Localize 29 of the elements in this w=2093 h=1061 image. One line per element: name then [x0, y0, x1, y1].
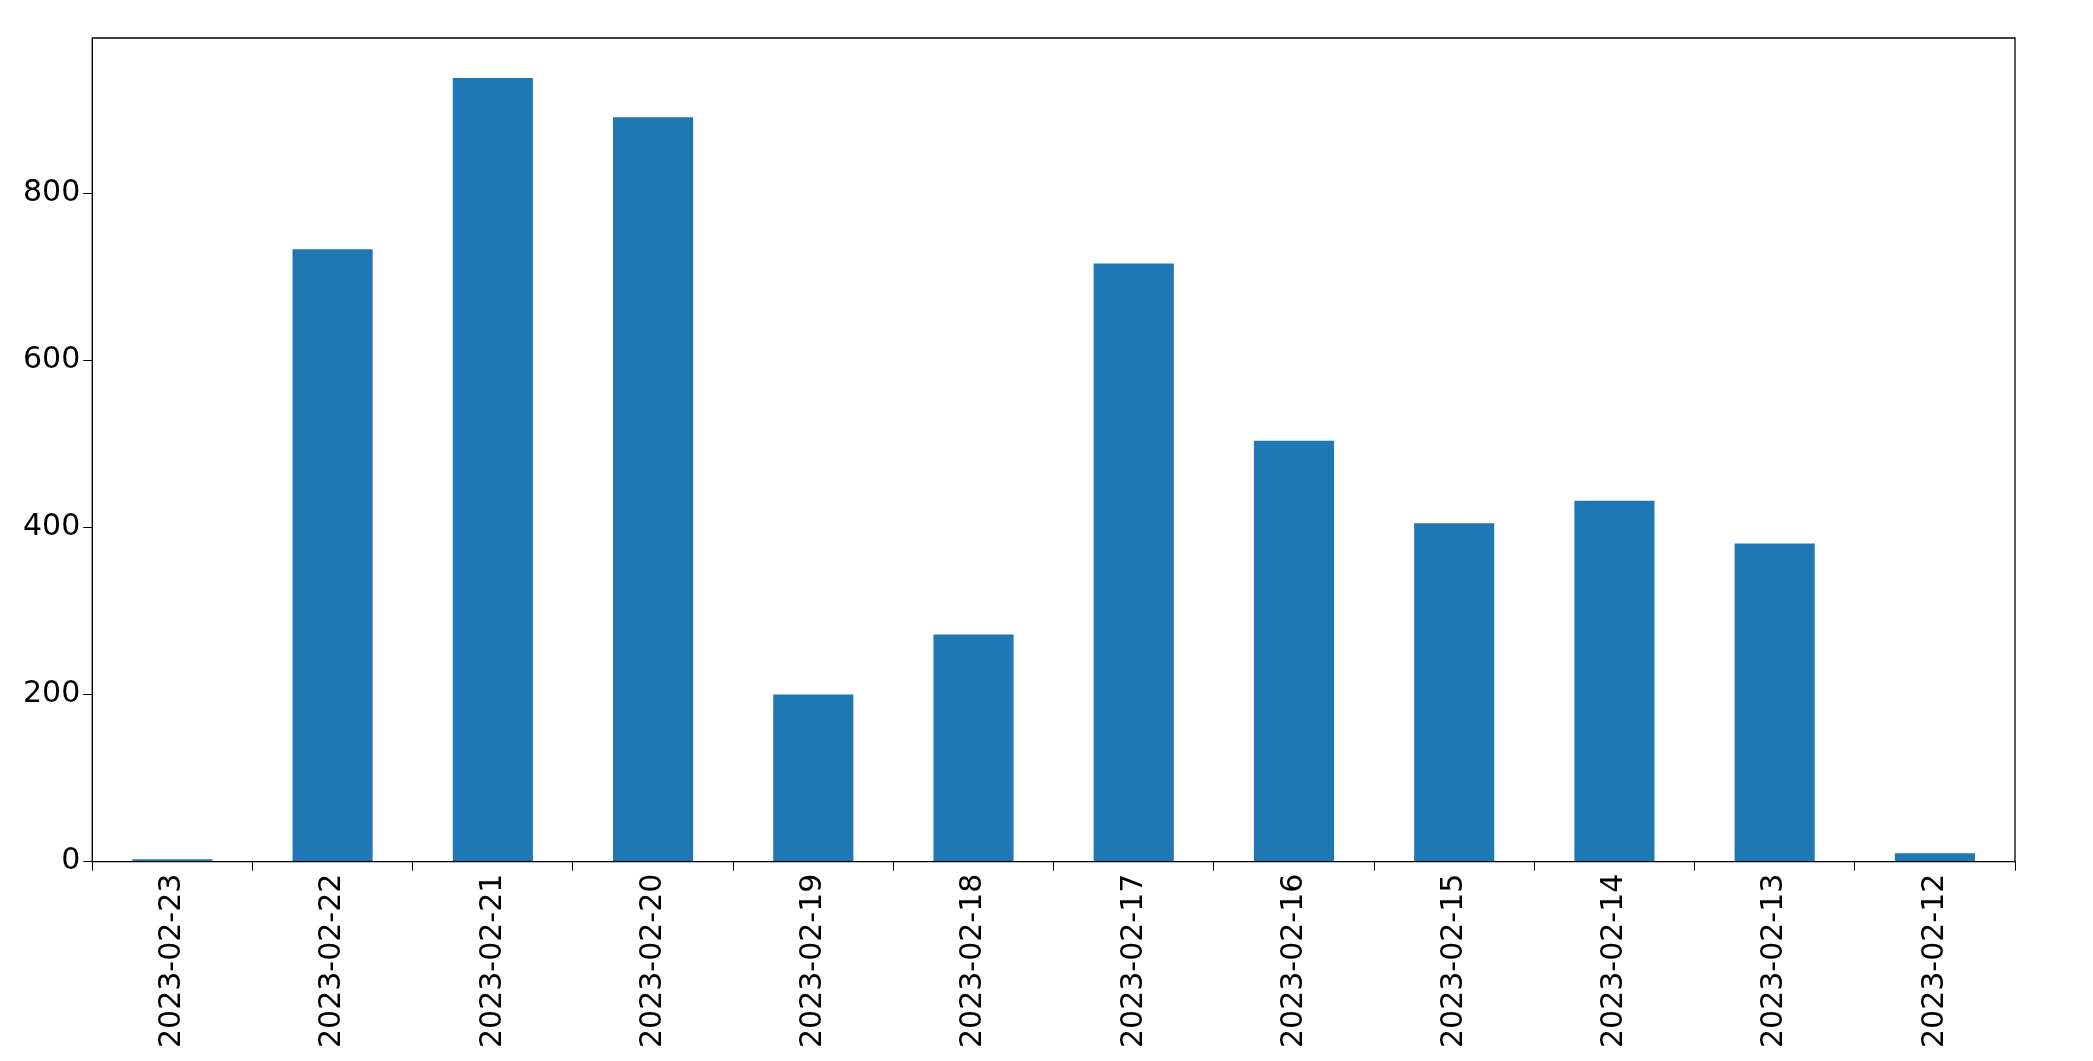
- bar: [773, 694, 854, 862]
- x-tick-label: 2023-02-22: [312, 873, 348, 1049]
- x-tick-label: 2023-02-16: [1273, 873, 1309, 1049]
- x-tick-label: 2023-02-21: [472, 873, 508, 1049]
- x-tick-label: 2023-02-15: [1434, 873, 1469, 1049]
- y-tick-label: 400: [23, 507, 81, 543]
- y-tick-label: 200: [23, 674, 81, 710]
- bar: [1093, 263, 1174, 862]
- y-tick-label: 600: [23, 340, 81, 376]
- bar: [1253, 440, 1335, 862]
- x-tick-label: 2023-02-13: [1754, 873, 1790, 1049]
- x-tick-label: 2023-02-14: [1594, 873, 1630, 1049]
- bar: [132, 859, 213, 862]
- x-tick-label: 2023-02-23: [152, 873, 188, 1049]
- x-tick-label: 2023-02-17: [1113, 873, 1149, 1049]
- bar: [613, 117, 694, 862]
- y-tick-label: 0: [61, 841, 81, 877]
- bar: [1414, 523, 1495, 862]
- x-tick-label: 2023-02-19: [793, 873, 829, 1049]
- x-tick-label: 2023-02-18: [953, 873, 989, 1049]
- x-tick-label: 2023-02-20: [632, 873, 668, 1049]
- bar: [292, 249, 373, 862]
- bar: [1734, 543, 1815, 862]
- bar: [452, 78, 533, 862]
- bar: [1574, 500, 1655, 862]
- y-tick-label: 800: [23, 173, 81, 209]
- bar: [1894, 853, 1975, 862]
- x-tick-label: 2023-02-12: [1914, 873, 1950, 1049]
- bar: [933, 634, 1014, 862]
